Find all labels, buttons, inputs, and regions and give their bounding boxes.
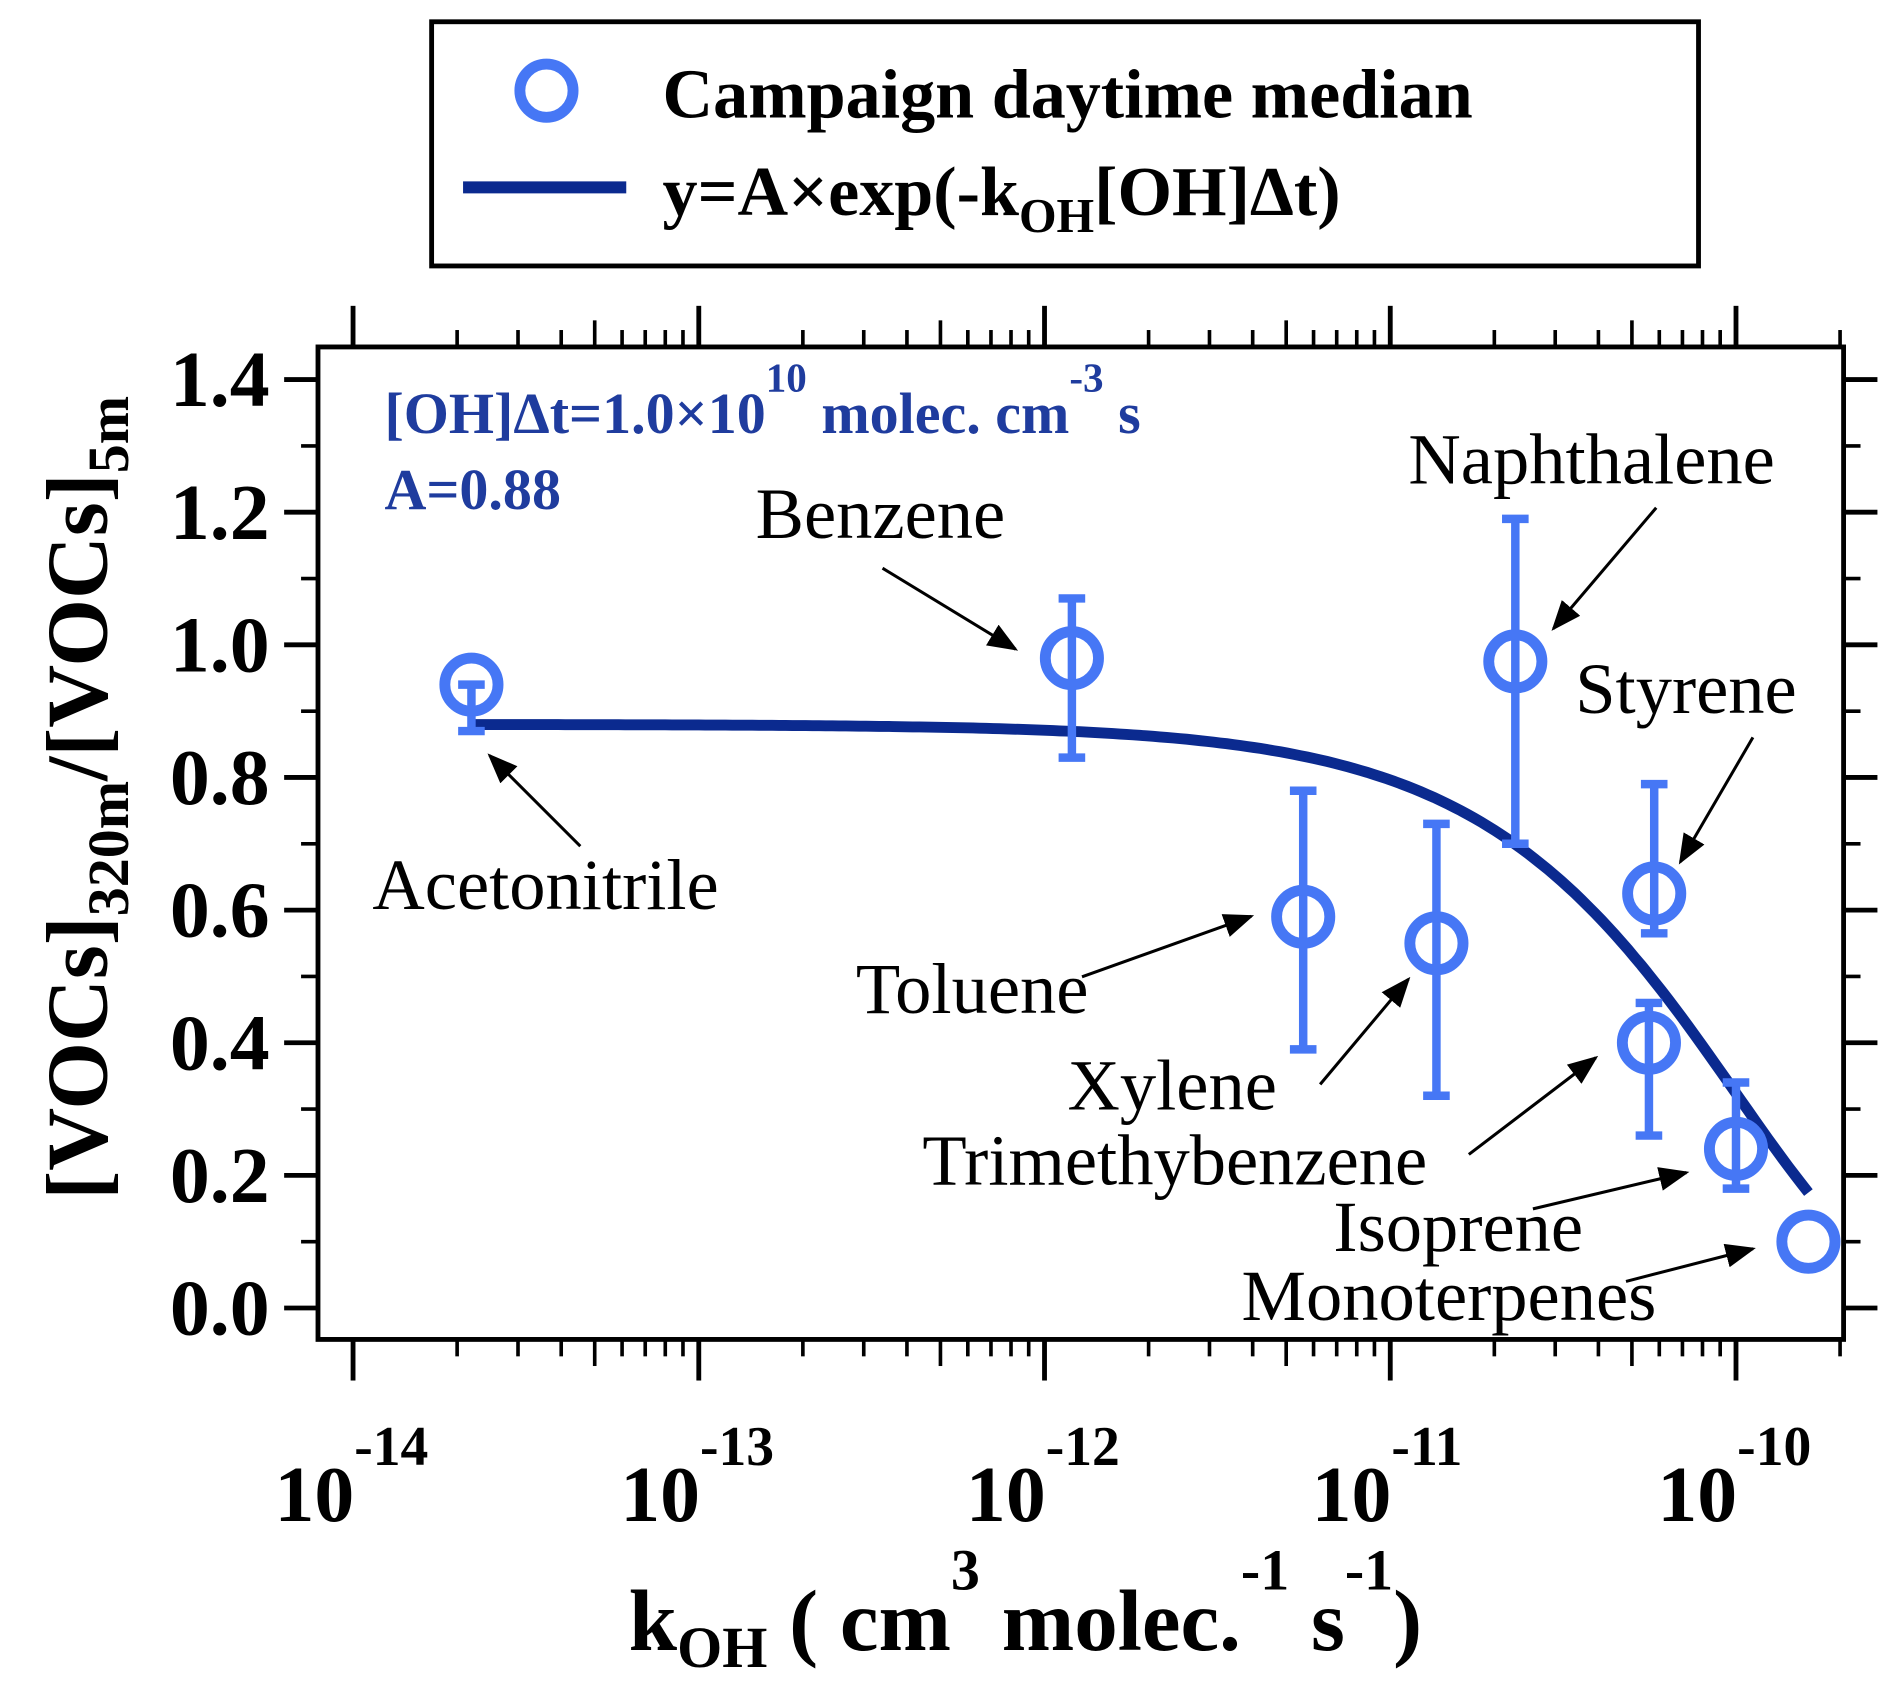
y-tick-label: 1.4 — [170, 336, 270, 424]
point-label-naphthalene: Naphthalene — [1408, 419, 1774, 500]
legend: Campaign daytime median y=A×exp(-kOH[OH]… — [429, 19, 1701, 269]
data-point-acetonitrile — [439, 652, 504, 736]
data-point-monoterpenes — [1776, 1209, 1841, 1274]
data-marker — [1776, 1209, 1841, 1274]
x-tick-label: 10-12 — [966, 1416, 1120, 1539]
y-tick-label: 0.6 — [170, 867, 270, 955]
x-tick-label: 10-10 — [1657, 1416, 1811, 1539]
point-label-toluene: Toluene — [856, 948, 1089, 1029]
axes: 0.0 0.2 0.4 0.6 0.8 1.0 1.2 1.4 10-14 10-13 10-12 1… — [170, 305, 1878, 1539]
point-label-xylene: Xylene — [1067, 1045, 1276, 1126]
x-tick-label: 10-14 — [274, 1416, 428, 1539]
arrow-styrene — [1678, 736, 1755, 865]
y-tick-label: 0.4 — [170, 999, 270, 1087]
data-marks — [439, 514, 1841, 1274]
y-tick-label: 1.2 — [170, 469, 270, 557]
fit-curve — [471, 719, 1813, 1196]
arrow-trimethybenzene — [1467, 1055, 1599, 1156]
arrow-monoterpenes — [1625, 1243, 1756, 1283]
data-marker — [1483, 629, 1548, 694]
data-marker — [1039, 626, 1104, 691]
x-axis-label: kOH ( cm3 molec.-1 s-1) — [629, 1538, 1422, 1680]
arrow-acetonitrile — [487, 753, 582, 848]
data-point-trimethybenzene — [1616, 998, 1681, 1140]
legend-line-label: y=A×exp(-kOH[OH]Δt) — [663, 154, 1341, 243]
point-label-isoprene: Isoprene — [1333, 1186, 1583, 1267]
data-point-styrene — [1622, 779, 1687, 938]
arrow-benzene — [881, 566, 1019, 651]
data-marker — [1616, 1010, 1681, 1075]
legend-box — [429, 19, 1701, 269]
data-marker — [1703, 1116, 1769, 1181]
y-axis-label: [VOCs]320m/[VOCs]5m — [28, 396, 141, 1200]
annotation-a-value: A=0.88 — [384, 457, 560, 522]
arrow-isoprene — [1532, 1167, 1690, 1211]
data-marker — [1622, 861, 1687, 926]
y-tick-label: 0.8 — [170, 734, 270, 822]
point-label-acetonitrile: Acetonitrile — [372, 844, 718, 925]
arrow-toluene — [1081, 914, 1255, 979]
data-point-toluene — [1271, 786, 1336, 1054]
data-marker — [439, 652, 504, 717]
x-tick-label: 10-13 — [620, 1416, 774, 1539]
y-tick-label: 1.0 — [170, 601, 270, 689]
point-labels: Acetonitrile Benzene Toluene Xylene Naphthal… — [372, 419, 1796, 1337]
y-tick-label: 0.2 — [170, 1132, 270, 1220]
data-point-naphthalene — [1483, 514, 1548, 849]
legend-marker-icon — [514, 58, 579, 123]
annotation-oh-exposure: [OH]Δt=1.0×1010 molec. cm-3 s — [384, 355, 1140, 446]
point-label-benzene: Benzene — [756, 473, 1006, 554]
data-marker — [1404, 911, 1469, 976]
legend-marker-label: Campaign daytime median — [663, 56, 1473, 133]
arrow-xylene — [1318, 976, 1411, 1086]
point-label-styrene: Styrene — [1575, 648, 1797, 729]
point-label-trimethybenzene: Trimethybenzene — [922, 1120, 1427, 1201]
data-point-benzene — [1039, 594, 1104, 762]
y-tick-label: 0.0 — [170, 1265, 270, 1353]
x-tick-label: 10-11 — [1312, 1416, 1463, 1539]
arrow-naphthalene — [1551, 506, 1658, 631]
data-point-isoprene — [1703, 1078, 1769, 1193]
data-marker — [1271, 884, 1336, 949]
point-label-monoterpenes: Monoterpenes — [1242, 1255, 1657, 1336]
data-point-xylene — [1404, 819, 1469, 1101]
